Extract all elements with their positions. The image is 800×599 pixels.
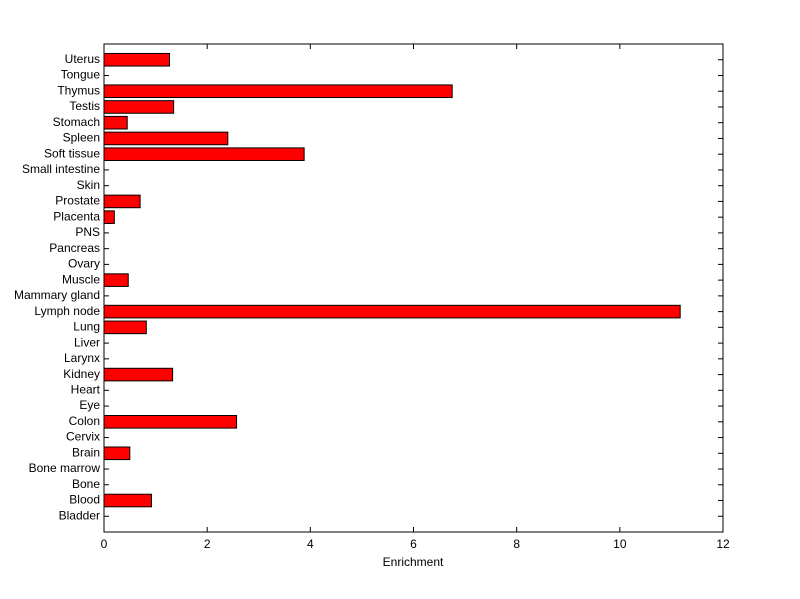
y-tick-label: Testis [69, 99, 100, 113]
y-tick-label: Bone [72, 477, 100, 491]
x-axis-label: Enrichment [383, 555, 444, 569]
y-tick-label: Lung [73, 320, 100, 334]
plot-area [103, 43, 724, 533]
x-tick-label: 0 [101, 537, 108, 551]
y-tick-label: Pancreas [49, 241, 100, 255]
y-tick-label: Stomach [53, 115, 100, 129]
bar [103, 147, 305, 161]
y-tick-label: Heart [71, 382, 101, 396]
y-tick-label: Brain [72, 445, 100, 459]
y-tick-label: Kidney [63, 367, 100, 381]
y-tick-label: Bone marrow [29, 461, 101, 475]
x-tick-label: 12 [716, 537, 730, 551]
y-tick-label: Blood [69, 493, 100, 507]
bar [103, 115, 128, 130]
y-tick-label: Uterus [65, 52, 100, 66]
bar [103, 84, 453, 99]
y-tick-label: Tongue [61, 68, 101, 82]
x-tick-label: 10 [613, 537, 627, 551]
x-tick-label: 8 [513, 537, 520, 551]
y-tick-label: Lymph node [34, 304, 100, 318]
y-tick-label: Liver [74, 335, 100, 349]
y-tick-label: Spleen [63, 131, 100, 145]
bar [103, 320, 147, 335]
y-tick-label: Cervix [66, 430, 100, 444]
y-tick-label: Mammary gland [14, 288, 100, 302]
y-tick-label: Larynx [64, 351, 100, 365]
x-tick-label: 6 [410, 537, 417, 551]
x-tick-label: 4 [307, 537, 314, 551]
bar [103, 100, 175, 114]
y-tick-label: Muscle [62, 272, 100, 286]
y-tick-label: Placenta [53, 209, 100, 223]
bar [103, 194, 141, 209]
y-tick-label: Bladder [59, 508, 100, 522]
y-tick-label: Eye [79, 398, 100, 412]
bar [103, 304, 681, 319]
y-tick-label: Ovary [68, 257, 100, 271]
bar [103, 273, 129, 287]
y-tick-label: Small intestine [22, 162, 100, 176]
bar [103, 52, 171, 67]
y-tick-label: Thymus [57, 83, 100, 97]
y-tick-label: Colon [69, 414, 100, 428]
x-tick-label: 2 [204, 537, 211, 551]
bar [103, 446, 131, 461]
bar [103, 493, 152, 508]
bar [103, 415, 238, 429]
bar [103, 210, 115, 224]
y-tick-label: PNS [75, 225, 100, 239]
y-tick-label: Prostate [55, 194, 100, 208]
bar [103, 131, 229, 146]
y-tick-label: Soft tissue [44, 146, 100, 160]
bar [103, 367, 174, 382]
y-tick-label: Skin [77, 178, 100, 192]
